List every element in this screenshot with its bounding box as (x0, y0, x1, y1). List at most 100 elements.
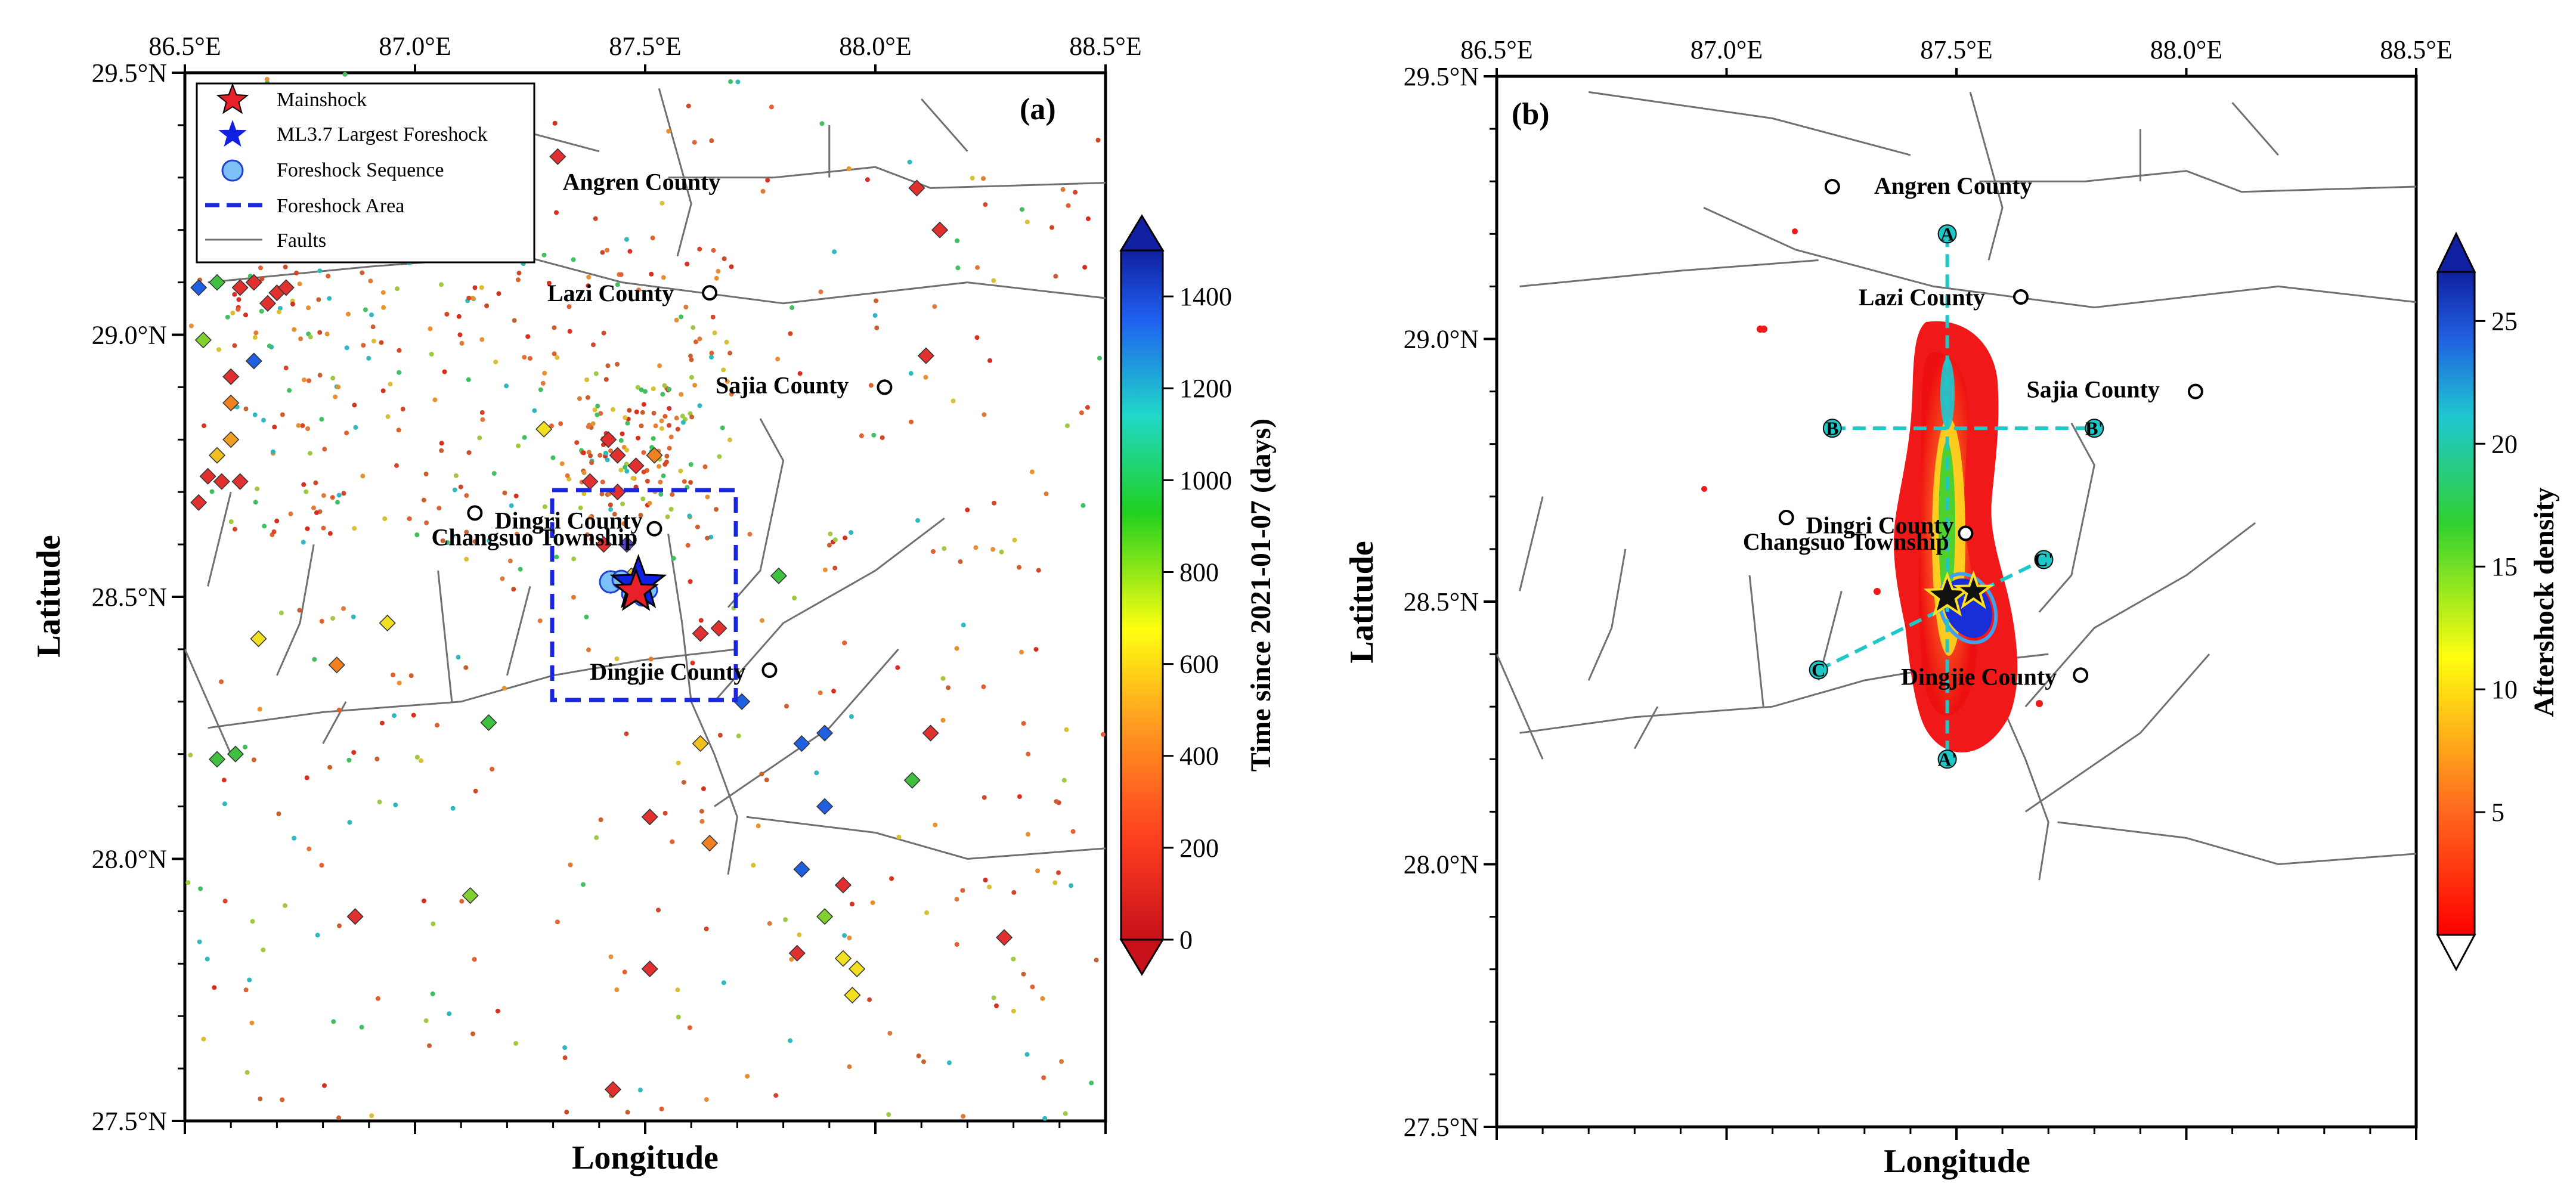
seismic-event-dot (712, 330, 717, 336)
seismic-event-dot (317, 268, 323, 274)
seismic-event-dot (942, 546, 947, 552)
seismic-event-dot (1017, 565, 1021, 570)
seismic-event-dot (974, 335, 980, 340)
seismic-event-dot (686, 103, 691, 109)
seismic-event-dot (586, 283, 591, 289)
event-diamond (770, 567, 787, 584)
seismic-event-dot (326, 274, 331, 278)
seismic-event-dot (640, 496, 646, 501)
seismic-event-dot (368, 278, 373, 284)
seismic-event-dot (585, 395, 590, 400)
event-diamond (250, 630, 267, 648)
seismic-event-dot (773, 1093, 779, 1098)
seismic-event-dot (639, 387, 644, 392)
seismic-event-dot (699, 808, 704, 814)
x-tick-label: 87.0°E (379, 32, 451, 61)
town-marker (2073, 667, 2089, 683)
seismic-event-dot (667, 406, 672, 411)
event-diamond (595, 536, 612, 553)
seismic-event-dot (982, 795, 987, 800)
x-tick-label: 87.5°E (609, 32, 681, 61)
seismic-event-dot (477, 435, 482, 441)
seismic-event-dot (735, 79, 741, 85)
seismic-event-dot (991, 995, 996, 1000)
event-diamond (646, 447, 663, 464)
seismic-event-dot (466, 450, 472, 456)
foreshock-star-b (1953, 570, 1994, 609)
seismic-event-dot (668, 507, 674, 512)
seismic-event-dot (351, 614, 356, 619)
place-label: Dingjie County (1901, 663, 2057, 690)
colorbar-tick-label: 1200 (1179, 374, 1232, 403)
seismic-event-dot (554, 210, 559, 215)
seismic-event-dot (981, 176, 986, 181)
seismic-event-dot (230, 310, 236, 315)
seismic-event-dot (871, 432, 877, 438)
y-tick-label: 27.5°N (92, 1107, 167, 1136)
seismic-event-dot (587, 423, 592, 427)
seismic-event-dot (502, 490, 507, 495)
seismic-event-dot (954, 897, 959, 902)
seismic-event-dot (198, 886, 203, 891)
seismic-event-dot (369, 312, 374, 318)
seismic-event-dot (674, 317, 679, 323)
colorbar-title: Time since 2021-01-07 (days) (1245, 419, 1277, 772)
seismic-event-dot (682, 479, 687, 484)
seismic-event-dot (659, 1107, 664, 1111)
seismic-event-dot (397, 348, 402, 353)
event-diamond (793, 735, 810, 752)
x-tick-label: 88.0°E (2150, 35, 2222, 64)
seismic-event-dot (1011, 890, 1017, 895)
seismic-event-dot (423, 1018, 429, 1023)
seismic-event-dot (306, 305, 311, 311)
fault-line (1969, 91, 2004, 261)
seismic-event-dot (552, 325, 557, 330)
seismic-event-dot (618, 272, 624, 277)
seismic-event-dot (847, 935, 852, 941)
seismic-event-dot (598, 817, 603, 822)
seismic-event-dot (516, 270, 522, 275)
fault-line (1587, 549, 1627, 681)
seismic-event-dot (679, 392, 684, 397)
seismic-event-dot (264, 76, 270, 82)
seismic-event-dot (439, 448, 444, 453)
legend-label: Foreshock Area (277, 195, 404, 217)
event-diamond (208, 447, 226, 464)
seismic-event-dot (298, 336, 304, 342)
place-label: Angren County (1874, 172, 2032, 199)
seismic-event-dot (954, 646, 959, 651)
seismic-event-dot (728, 79, 733, 84)
seismic-event-dot (667, 423, 671, 428)
seismic-event-dot (567, 329, 572, 334)
event-diamond (328, 656, 345, 674)
seismic-event-dot (667, 445, 672, 451)
seismic-event-dot (262, 523, 267, 529)
seismic-event-dot (588, 515, 593, 520)
seismic-event-dot (627, 249, 633, 254)
seismic-event-dot (690, 660, 695, 665)
legend: Mainshock ML3.7 Largest Foreshock Foresh… (196, 82, 535, 264)
profile-label: B' (2085, 417, 2103, 439)
seismic-event-dot (188, 752, 193, 758)
event-diamond (245, 352, 262, 370)
y-tick-label: 28.0°N (1404, 850, 1479, 879)
seismic-event-dot (188, 323, 194, 329)
seismic-event-dot (421, 497, 426, 503)
mainshock-star (613, 567, 659, 611)
seismic-event-dot (319, 417, 324, 422)
seismic-event-dot (341, 606, 346, 611)
seismic-event-dot (540, 380, 546, 386)
seismic-event-dot (490, 767, 495, 772)
seismic-event-dot (297, 608, 302, 613)
seismic-event-dot (1020, 207, 1024, 212)
background-seismicity (185, 72, 1106, 1121)
seismic-event-dot (593, 216, 598, 221)
seismic-event-dot (564, 1110, 569, 1115)
seismic-event-dot (822, 567, 828, 572)
seismic-event-dot (788, 1038, 793, 1043)
seismic-event-dot (283, 903, 287, 908)
seismic-event-dot (381, 305, 386, 310)
seismic-event-dot (1085, 405, 1090, 410)
seismic-event-dot (571, 556, 577, 562)
